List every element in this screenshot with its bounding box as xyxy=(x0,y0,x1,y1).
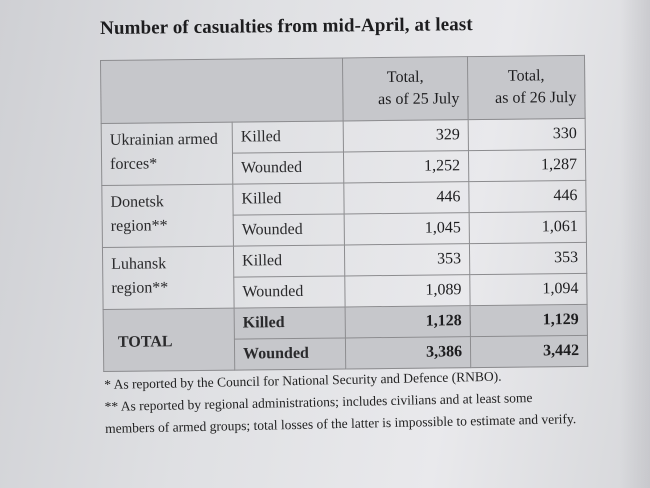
kind-cell: Wounded xyxy=(233,275,346,309)
casualties-table-wrapper: Total, as of 25 July Total, as of 26 Jul… xyxy=(100,55,588,372)
value-jul25: 1,045 xyxy=(344,212,470,245)
value-jul26: 330 xyxy=(468,118,586,151)
table-title: Number of casualties from mid-April, at … xyxy=(100,14,473,39)
region-cell: Donetsk region** xyxy=(101,184,234,248)
header-jul25: Total, as of 25 July xyxy=(342,56,469,121)
kind-cell: Wounded xyxy=(233,213,345,247)
value-jul26: 1,094 xyxy=(469,273,588,306)
table-row: Luhansk region** Killed 353 353 xyxy=(102,242,587,310)
casualties-table: Total, as of 25 July Total, as of 26 Jul… xyxy=(100,55,588,372)
value-jul25: 446 xyxy=(343,181,470,214)
table-row: Donetsk region** Killed 446 446 xyxy=(101,180,587,248)
header-jul26-line1: Total, xyxy=(507,67,545,85)
region-cell: Luhansk region** xyxy=(102,246,235,310)
value-jul25: 353 xyxy=(344,243,470,276)
header-blank-cell xyxy=(100,57,344,124)
value-jul25: 329 xyxy=(343,119,469,152)
value-jul26: 1,129 xyxy=(470,304,588,337)
header-jul26: Total, as of 26 July xyxy=(467,55,586,120)
kind-cell: Wounded xyxy=(234,337,346,371)
kind-cell: Killed xyxy=(232,120,344,154)
footnote-2: ** As reported by regional administratio… xyxy=(104,390,577,436)
value-jul26: 1,287 xyxy=(468,149,586,182)
kind-cell: Killed xyxy=(234,306,346,340)
value-jul25: 3,386 xyxy=(345,336,471,369)
table-row: Ukrainian armed forces* Killed 329 330 xyxy=(101,118,586,186)
footnotes: * As reported by the Council for Nationa… xyxy=(104,364,585,440)
total-row: TOTAL Killed 1,128 1,129 xyxy=(103,304,588,372)
kind-cell: Killed xyxy=(232,182,345,216)
kind-cell: Wounded xyxy=(232,151,344,185)
total-label-cell: TOTAL xyxy=(103,308,235,372)
header-jul25-line1: Total, xyxy=(386,68,424,86)
value-jul26: 353 xyxy=(469,242,587,275)
value-jul25: 1,128 xyxy=(345,305,471,338)
kind-cell: Killed xyxy=(233,244,345,278)
value-jul26: 1,061 xyxy=(469,211,587,244)
header-jul25-line2: as of 25 July xyxy=(378,90,460,109)
table-header-row: Total, as of 25 July Total, as of 26 Jul… xyxy=(100,55,586,124)
header-jul26-line2: as of 26 July xyxy=(495,89,577,107)
value-jul26: 3,442 xyxy=(470,335,588,368)
page-edge-shadow xyxy=(620,0,650,488)
value-jul25: 1,089 xyxy=(344,274,471,307)
region-cell: Ukrainian armed forces* xyxy=(101,122,233,186)
value-jul25: 1,252 xyxy=(343,150,469,183)
value-jul26: 446 xyxy=(468,180,587,213)
